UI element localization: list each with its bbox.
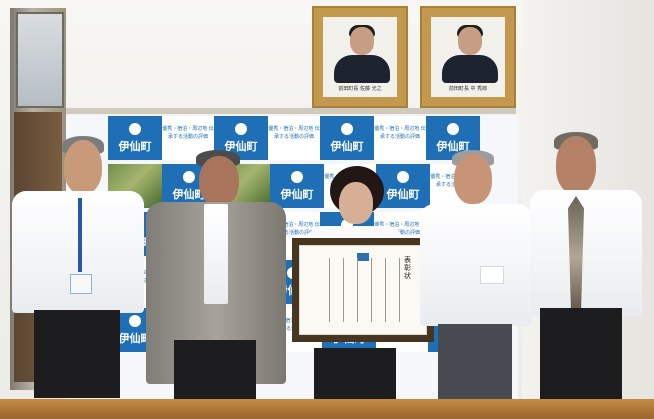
dark-pants <box>34 310 120 398</box>
portrait-frame-left: 前田町長 佐藤 光之 <box>312 6 408 108</box>
label-tile: 優秀・宿泊・周辺地 伝承する活動の評価 <box>374 116 426 160</box>
portrait-frame-right: 前田町長 中 秀郎 <box>420 6 516 108</box>
person-1 <box>12 136 146 400</box>
lanyard <box>78 198 82 272</box>
certificate-text-line <box>357 258 358 322</box>
logo-tile: 伊仙町 <box>376 164 430 208</box>
portrait-face <box>458 27 482 55</box>
certificate-text-line <box>343 258 344 322</box>
portrait-image-right: 前田町長 中 秀郎 <box>431 17 505 97</box>
dark-pants <box>314 348 396 400</box>
white-shirt <box>204 204 228 304</box>
certificate-text-line <box>329 258 330 322</box>
face <box>454 154 492 204</box>
door-window <box>16 12 64 108</box>
face <box>64 140 102 194</box>
certificate-text-line <box>385 258 386 322</box>
certificate-emblem <box>357 253 369 261</box>
face <box>339 182 373 224</box>
logo-tile: 伊仙町 <box>108 116 162 160</box>
certificate-title: 表彰状 <box>404 256 411 280</box>
portrait-suit <box>334 55 390 83</box>
face <box>199 156 239 206</box>
person-2 <box>146 150 286 400</box>
name-tag <box>480 266 504 284</box>
id-badge <box>70 274 92 294</box>
certificate-paper: 表彰状 <box>299 245 427 335</box>
logo-tile: 伊仙町 <box>320 116 374 160</box>
patterned-tie <box>568 196 584 320</box>
framed-certificate: 表彰状 <box>292 238 434 342</box>
portrait-caption-left: 前田町長 佐藤 光之 <box>338 86 382 92</box>
person-5 <box>530 132 646 400</box>
certificate-text-line <box>371 258 372 322</box>
label-tile: 優秀・宿泊・周辺地 伝承する活動の評価 <box>268 116 320 160</box>
portrait-suit <box>442 55 498 83</box>
dark-pants <box>540 308 622 400</box>
white-shirt <box>530 190 642 316</box>
white-shirt <box>420 204 532 326</box>
logo-tile: 伊仙町 <box>270 164 324 208</box>
picture-rail <box>66 108 516 114</box>
portrait-caption-right: 前田町長 中 秀郎 <box>448 86 488 92</box>
wooden-table <box>0 399 654 419</box>
face <box>556 136 596 194</box>
portrait-face <box>350 27 374 55</box>
label-tile: 優秀・宿泊・周辺地 伝承する活動の評価 <box>162 116 214 160</box>
portrait-image-left: 前田町長 佐藤 光之 <box>323 17 397 97</box>
person-4 <box>420 150 532 400</box>
dark-pants <box>438 324 512 400</box>
dark-pants <box>174 340 256 400</box>
certificate-text-line <box>399 258 400 322</box>
